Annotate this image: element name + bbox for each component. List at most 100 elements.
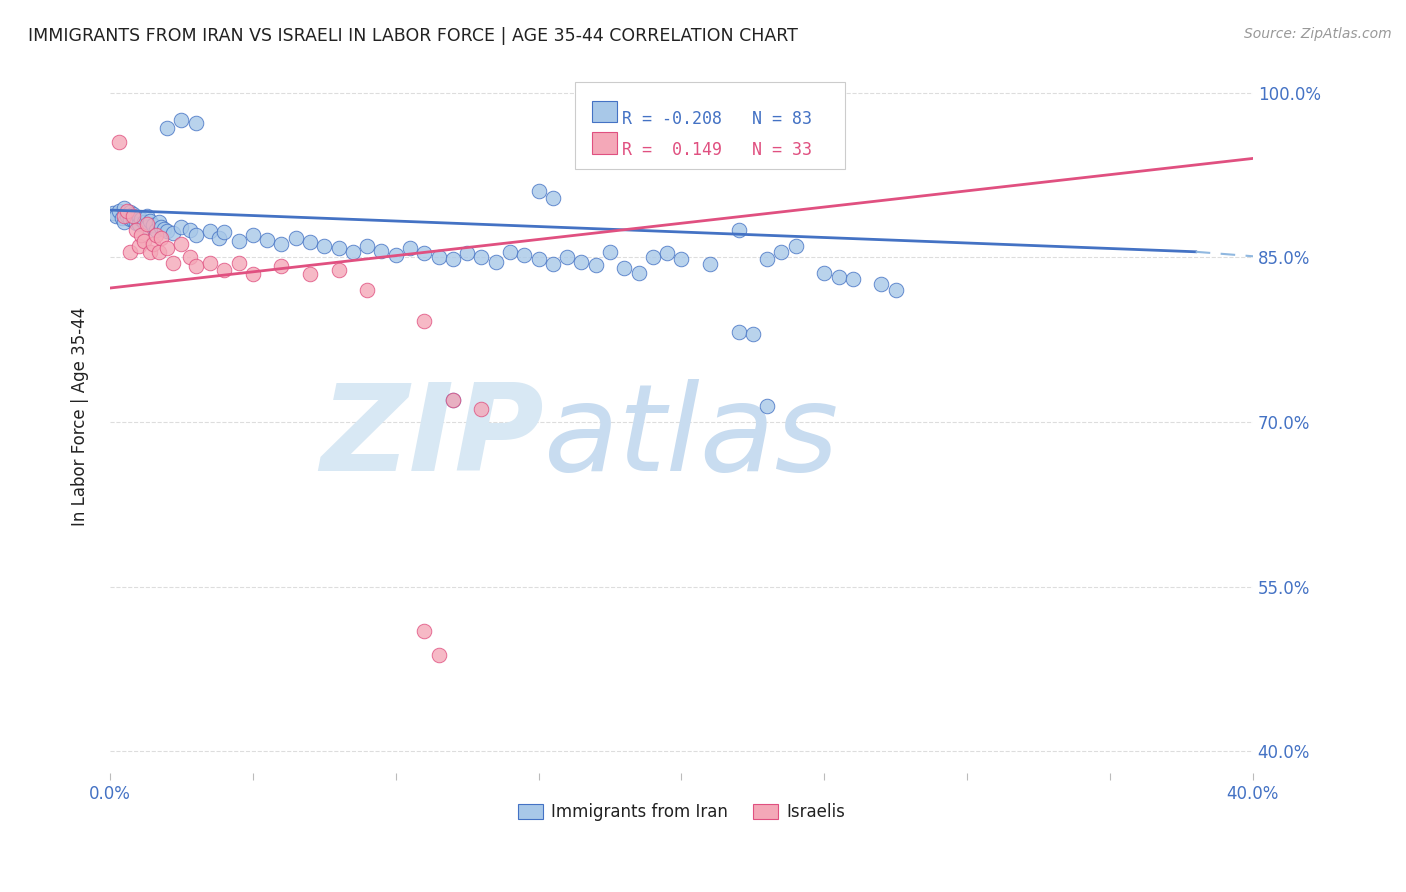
Point	[441, 252, 464, 267]
Point	[162, 256, 184, 270]
Point	[122, 213, 145, 227]
Text: IMMIGRANTS FROM IRAN VS ISRAELI IN LABOR FORCE | AGE 35-44 CORRELATION CHART: IMMIGRANTS FROM IRAN VS ISRAELI IN LABOR…	[28, 27, 799, 45]
Point	[122, 207, 145, 221]
Point	[641, 250, 664, 264]
FancyBboxPatch shape	[592, 101, 617, 122]
Point	[156, 224, 179, 238]
Point	[112, 215, 135, 229]
Point	[150, 230, 173, 244]
Point	[112, 209, 135, 223]
Point	[671, 252, 693, 267]
Point	[131, 228, 153, 243]
Point	[356, 283, 378, 297]
Point	[125, 210, 148, 224]
Point	[555, 250, 578, 264]
Point	[128, 239, 150, 253]
Point	[299, 267, 322, 281]
Legend: Immigrants from Iran, Israelis: Immigrants from Iran, Israelis	[513, 797, 851, 826]
Point	[184, 259, 207, 273]
Point	[107, 135, 129, 149]
Point	[399, 242, 422, 256]
Point	[585, 258, 607, 272]
FancyBboxPatch shape	[575, 82, 845, 169]
Point	[150, 219, 173, 234]
Point	[756, 399, 779, 413]
Point	[179, 250, 201, 264]
Point	[104, 209, 127, 223]
Point	[242, 267, 264, 281]
Point	[727, 223, 749, 237]
Point	[284, 230, 307, 244]
Point	[128, 211, 150, 225]
Point	[136, 219, 159, 234]
Point	[785, 239, 807, 253]
Point	[156, 120, 179, 135]
Point	[485, 254, 508, 268]
Point	[139, 214, 162, 228]
Point	[256, 233, 278, 247]
Point	[384, 248, 406, 262]
Point	[153, 221, 176, 235]
Point	[145, 228, 167, 243]
Point	[148, 244, 170, 259]
Point	[228, 234, 250, 248]
Point	[136, 217, 159, 231]
Point	[413, 314, 436, 328]
Point	[314, 239, 336, 253]
Point	[170, 219, 193, 234]
Point	[441, 392, 464, 407]
Text: R = -0.208   N = 83: R = -0.208 N = 83	[621, 110, 813, 128]
Point	[136, 209, 159, 223]
Point	[413, 246, 436, 260]
Point	[131, 211, 153, 226]
Text: atlas: atlas	[544, 379, 839, 497]
Text: ZIP: ZIP	[321, 379, 544, 497]
Point	[413, 624, 436, 638]
Point	[142, 237, 165, 252]
Point	[184, 116, 207, 130]
Point	[125, 216, 148, 230]
Point	[198, 224, 221, 238]
Point	[125, 223, 148, 237]
Point	[156, 242, 179, 256]
Point	[214, 225, 236, 239]
Point	[122, 209, 145, 223]
Point	[699, 257, 721, 271]
Point	[499, 244, 522, 259]
Point	[356, 239, 378, 253]
Point	[270, 259, 292, 273]
Point	[870, 277, 893, 291]
Point	[441, 392, 464, 407]
Point	[884, 283, 907, 297]
Point	[741, 327, 763, 342]
Point	[148, 215, 170, 229]
Point	[470, 401, 492, 416]
Point	[827, 270, 849, 285]
Point	[813, 266, 835, 280]
Text: Source: ZipAtlas.com: Source: ZipAtlas.com	[1244, 27, 1392, 41]
Point	[101, 206, 124, 220]
Point	[328, 242, 350, 256]
Y-axis label: In Labor Force | Age 35-44: In Labor Force | Age 35-44	[72, 307, 89, 526]
Point	[770, 244, 793, 259]
Point	[120, 244, 142, 259]
Point	[342, 244, 364, 259]
Point	[107, 204, 129, 219]
Point	[527, 185, 550, 199]
Point	[456, 246, 478, 260]
Point	[370, 244, 392, 258]
Point	[541, 191, 564, 205]
Point	[842, 272, 865, 286]
Point	[299, 235, 322, 249]
Point	[613, 261, 636, 276]
Point	[571, 254, 593, 268]
Point	[134, 215, 156, 229]
Point	[120, 211, 142, 226]
Point	[208, 230, 231, 244]
Point	[427, 250, 450, 264]
Point	[727, 325, 749, 339]
Point	[170, 113, 193, 128]
Point	[162, 226, 184, 240]
Point	[427, 648, 450, 662]
Point	[270, 237, 292, 252]
